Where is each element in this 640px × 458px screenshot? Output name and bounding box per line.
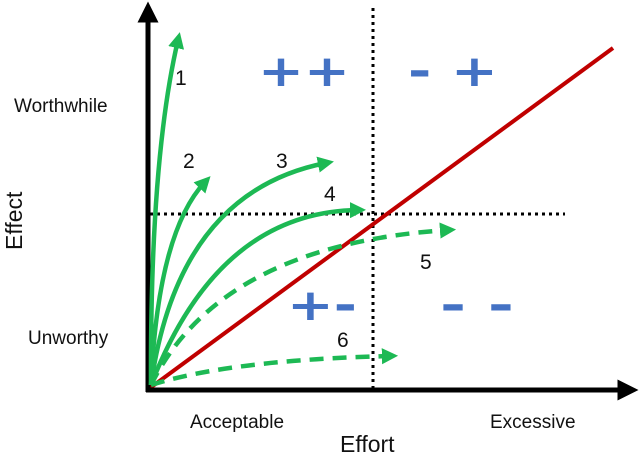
curve-6-dashed [150,348,399,388]
curve-1 [148,32,185,386]
red-diagonal-line [148,46,615,390]
curve-3 [148,156,334,386]
curve-4 [148,202,367,386]
curve-2 [148,176,211,386]
x-axis-title: Effort [340,431,395,457]
x-label-excessive: Excessive [490,412,576,433]
y-label-unworthy: Unworthy [28,328,109,349]
curve-label-2: 2 [183,150,195,173]
quadrant-bottom-right-symbol: - - [440,280,514,331]
curve-label-4: 4 [324,183,336,206]
curve-label-6: 6 [337,329,349,352]
y-axis-title: Effect [1,191,27,250]
y-label-worthwhile: Worthwhile [14,96,108,117]
quadrant-top-left-symbol: ++ [258,46,350,97]
curve-label-3: 3 [276,150,288,173]
quadrant-top-right-symbol: - + [408,46,498,97]
x-label-acceptable: Acceptable [190,412,284,433]
curve-label-5: 5 [420,251,432,274]
quadrant-bottom-left-symbol: +- [287,280,357,331]
curve-label-1: 1 [175,67,187,90]
